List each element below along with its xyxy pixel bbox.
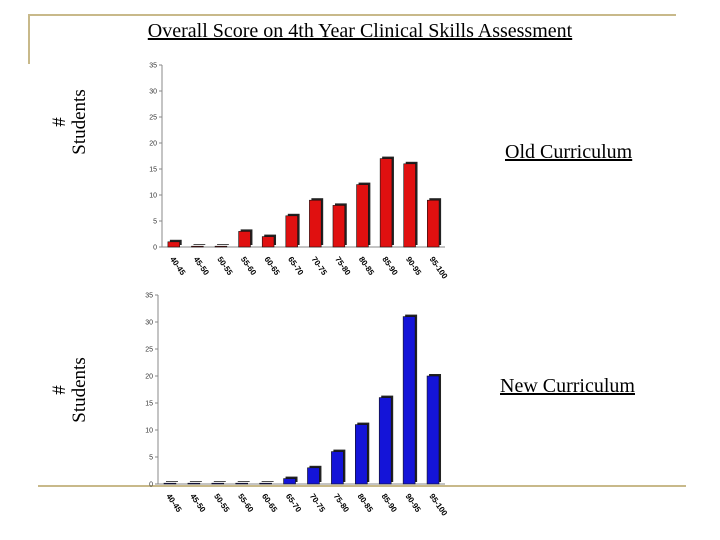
old-y-tick-label: 25	[149, 115, 157, 122]
new-y-tick-label: 10	[145, 428, 153, 435]
new-bar	[235, 482, 248, 485]
new-x-tick-label: 85-90	[380, 492, 399, 514]
old-bar	[214, 245, 228, 248]
new-x-tick-label: 95-100	[427, 492, 449, 518]
new-curriculum-label: New Curriculum	[500, 375, 635, 397]
new-bar-depth	[189, 481, 202, 482]
frame-bottom-line	[38, 485, 686, 487]
new-bar	[211, 482, 225, 485]
old-bar	[332, 205, 346, 248]
old-x-tick-label: 65-70	[286, 255, 305, 277]
old-bar	[285, 215, 298, 248]
old-bar	[356, 184, 369, 248]
new-y-tick-label: 0	[149, 482, 153, 489]
new-bar	[402, 316, 416, 485]
new-bar	[283, 478, 296, 485]
old-x-tick-label: 80-85	[357, 255, 376, 277]
old-y-tick-label: 0	[153, 245, 157, 252]
old-bar	[261, 236, 275, 248]
old-curriculum-label: Old Curriculum	[505, 141, 633, 163]
new-bar-depth	[261, 481, 274, 482]
old-y-tick-label: 30	[149, 89, 157, 96]
old-y-tick-label: 5	[153, 219, 157, 226]
old-y-tick-label: 15	[149, 167, 157, 174]
new-bar	[378, 397, 392, 485]
old-bar	[379, 158, 393, 248]
new-x-tick-label: 80-85	[356, 492, 375, 514]
old-y-tick-label: 20	[149, 141, 157, 148]
new-x-tick-label: 50-55	[212, 492, 231, 514]
old-x-tick-label: 75-80	[333, 255, 352, 277]
old-y-tick-label: 35	[149, 63, 157, 70]
old-bar	[309, 199, 322, 248]
new-x-tick-label: 45-50	[188, 492, 207, 514]
new-x-tick-label: 60-65	[260, 492, 279, 514]
new-x-tick-label: 75-80	[332, 492, 351, 514]
new-bar	[163, 482, 177, 485]
old-bar	[191, 245, 204, 248]
new-bar-depth	[165, 481, 178, 482]
new-y-tick-label: 30	[145, 320, 153, 327]
new-bar	[355, 424, 368, 485]
frame-left-line	[28, 14, 30, 64]
new-x-tick-label: 70-75	[308, 492, 327, 514]
frame-top-line	[28, 14, 676, 16]
old-x-tick-label: 70-75	[310, 255, 329, 277]
old-bar-depth	[193, 244, 206, 245]
old-x-tick-label: 50-55	[215, 255, 234, 277]
new-y-tick-label: 15	[145, 401, 153, 408]
old-x-tick-label: 90-95	[404, 255, 423, 277]
old-bar-depth	[217, 244, 229, 245]
new-bar	[331, 451, 344, 485]
new-y-tick-label: 20	[145, 374, 153, 381]
old-x-tick-label: 55-60	[239, 255, 258, 277]
old-bar	[427, 199, 440, 248]
old-x-tick-label: 45-50	[192, 255, 211, 277]
old-x-tick-label: 40-45	[168, 255, 187, 277]
old-x-tick-label: 95-100	[428, 255, 450, 281]
new-x-tick-label: 90-95	[403, 492, 422, 514]
new-bar	[187, 482, 201, 485]
new-y-tick-label: 35	[145, 293, 153, 300]
new-bar-depth	[237, 481, 250, 482]
new-y-tick-label: 5	[149, 455, 153, 462]
chart-title: Overall Score on 4th Year Clinical Skill…	[147, 20, 573, 42]
old-bar	[403, 163, 416, 248]
old-y-tick-label: 10	[149, 193, 157, 200]
new-bar-depth	[213, 481, 226, 482]
new-x-tick-label: 40-45	[164, 492, 183, 514]
new-bar	[307, 467, 320, 485]
old-x-tick-label: 85-90	[380, 255, 399, 277]
new-y-tick-label: 25	[145, 347, 153, 354]
old-bar	[167, 241, 180, 248]
old-bar	[238, 231, 251, 248]
old-x-tick-label: 60-65	[262, 255, 281, 277]
new-bar	[426, 375, 440, 485]
new-bar	[259, 482, 272, 485]
new-x-tick-label: 65-70	[284, 492, 303, 514]
new-x-tick-label: 55-60	[236, 492, 255, 514]
